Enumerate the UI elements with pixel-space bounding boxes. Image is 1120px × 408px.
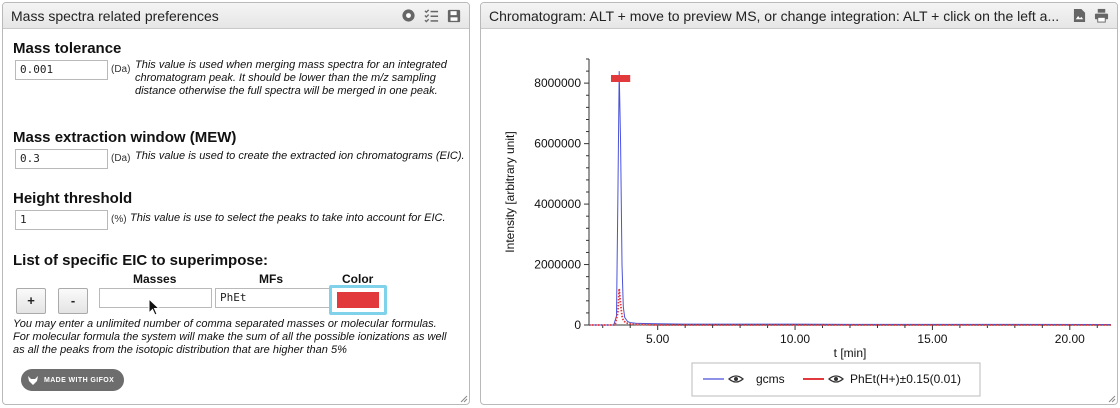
resize-handle-icon[interactable] [460, 395, 468, 403]
mass-spectra-preferences-panel: Mass spectra related preferences Mass to… [2, 2, 470, 405]
mew-title: Mass extraction window (MEW) [13, 129, 237, 146]
height-threshold-title: Height threshold [13, 190, 133, 207]
color-swatch[interactable] [337, 292, 379, 308]
integration-bar[interactable] [610, 75, 631, 82]
y-axis-ticks: 0 2000000 4000000 6000000 8000000 [534, 58, 589, 332]
series-line-1 [589, 288, 1111, 326]
legend-label-pheth: PhEt(H+)±0.15(0.01) [850, 372, 961, 386]
checklist-icon[interactable] [424, 8, 439, 23]
mfs-column-header: MFs [259, 272, 283, 286]
mew-input[interactable]: 0.3 [15, 149, 108, 169]
add-eic-button[interactable]: + [16, 288, 46, 314]
series-line-0 [589, 71, 1112, 326]
height-threshold-unit: (%) [111, 214, 127, 225]
y-tick-label: 2000000 [534, 258, 581, 272]
plot-lines [589, 71, 1112, 326]
masses-column-header: Masses [133, 272, 177, 286]
eye-icon[interactable] [728, 375, 744, 383]
mass-tolerance-description: This value is used when merging mass spe… [135, 59, 447, 97]
x-axis-label: t [min] [834, 346, 867, 360]
x-tick-label: 10.00 [780, 332, 810, 346]
mass-tolerance-unit: (Da) [111, 64, 131, 75]
fox-icon [28, 376, 38, 385]
mouse-cursor-icon [148, 298, 160, 316]
color-picker[interactable] [329, 285, 387, 315]
remove-eic-button[interactable]: - [58, 288, 88, 314]
chart-area[interactable]: 0 2000000 4000000 6000000 8000000 5.00 10.00 1… [481, 30, 1117, 404]
y-tick-label: 6000000 [534, 137, 581, 151]
color-column-header: Color [342, 272, 374, 286]
eic-list-title: List of specific EIC to superimpose: [13, 252, 269, 269]
y-tick-label: 4000000 [534, 197, 581, 211]
print-icon[interactable] [1094, 8, 1109, 23]
save-icon[interactable] [447, 9, 461, 23]
x-tick-label: 20.00 [1055, 332, 1085, 346]
y-axis-label: Intensity [arbitrary unit] [503, 131, 517, 252]
x-axis-ticks: 5.00 10.00 15.00 20.00 [602, 325, 1098, 346]
mass-tolerance-title: Mass tolerance [13, 40, 122, 57]
eye-icon[interactable] [828, 375, 844, 383]
mfs-input[interactable]: PhEt [215, 288, 331, 308]
mew-unit: (Da) [111, 153, 131, 164]
panel-title: Mass spectra related preferences [11, 7, 219, 24]
gifox-badge: MADE WITH GIFOX [21, 369, 125, 391]
preferences-form: Mass tolerance 0.001 (Da) This value is … [3, 30, 469, 404]
x-tick-label: 5.00 [646, 332, 670, 346]
x-tick-label: 15.00 [917, 332, 947, 346]
mew-description: This value is used to create the extract… [135, 150, 465, 162]
chromatogram-panel: Chromatogram: ALT + move to preview MS, … [480, 2, 1118, 405]
chromatogram-chart[interactable]: 0 2000000 4000000 6000000 8000000 5.00 10.00 1… [481, 30, 1117, 405]
mass-tolerance-input[interactable]: 0.001 [15, 60, 108, 80]
export-image-icon[interactable] [1073, 8, 1086, 23]
height-threshold-input[interactable]: 1 [15, 210, 108, 230]
panel-title: Chromatogram: ALT + move to preview MS, … [489, 7, 1060, 24]
record-icon[interactable] [401, 8, 416, 23]
resize-handle-icon[interactable] [1108, 395, 1116, 403]
panel-header: Mass spectra related preferences [3, 3, 469, 29]
y-tick-label: 8000000 [534, 76, 581, 90]
gifox-badge-label: MADE WITH GIFOX [44, 376, 115, 384]
legend: gcms PhEt(H+)±0.15(0.01) [691, 362, 981, 397]
panel-header: Chromatogram: ALT + move to preview MS, … [481, 3, 1117, 29]
height-threshold-description: This value is use to select the peaks to… [130, 212, 446, 224]
y-tick-label: 0 [574, 318, 581, 332]
eic-help-text: You may enter a unlimited number of comm… [13, 318, 447, 356]
legend-label-gcms: gcms [756, 372, 785, 386]
